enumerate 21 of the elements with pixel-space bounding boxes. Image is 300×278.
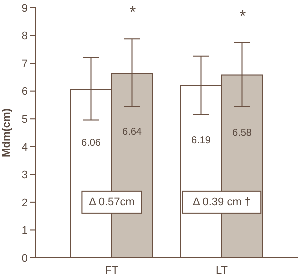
y-tick-label: 2 — [22, 197, 28, 210]
y-tick-label: 1 — [22, 225, 28, 238]
data-label: 6.06 — [82, 138, 102, 150]
annotation: Δ 0.39 cm † — [192, 196, 252, 208]
y-tick-label: 4 — [22, 142, 28, 154]
y-tick-label: 0 — [22, 252, 28, 265]
x-tick-label: FT — [105, 264, 119, 277]
y-tick-label: 3 — [22, 170, 28, 182]
data-label: 6.58 — [232, 128, 252, 140]
y-tick-label: 9 — [22, 2, 28, 15]
data-label: 6.64 — [122, 127, 142, 138]
y-tick-label: 8 — [22, 30, 28, 43]
y-axis-title: Mdm(cm) — [0, 108, 13, 158]
annotation: Δ 0.57cm — [89, 196, 135, 208]
annotation: * — [130, 4, 136, 22]
x-tick-label: LT — [216, 264, 228, 277]
y-tick-label: 7 — [22, 58, 28, 70]
data-label: 6.19 — [192, 136, 212, 147]
y-tick-label: 6 — [22, 86, 28, 98]
y-tick-label: 5 — [22, 114, 28, 126]
annotation: * — [240, 8, 246, 26]
